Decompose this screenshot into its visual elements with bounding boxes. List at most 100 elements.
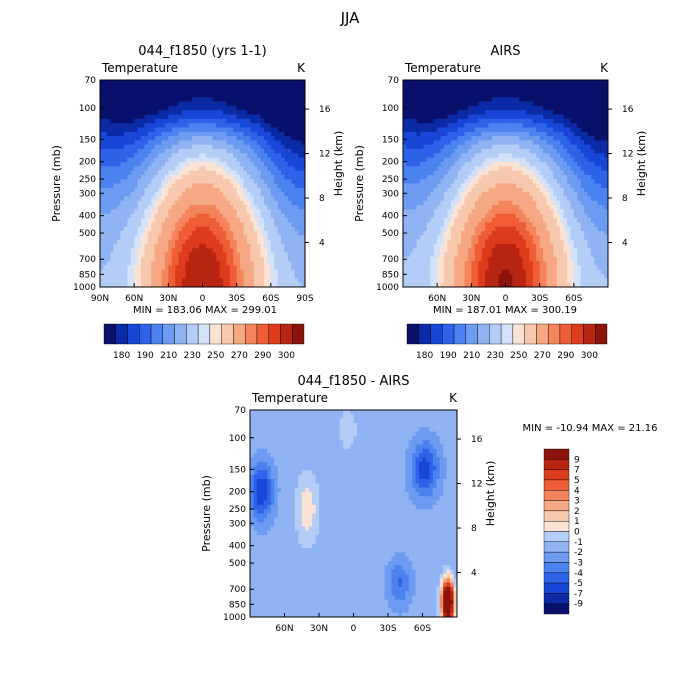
field-cell [202,88,207,94]
field-cell [216,157,220,163]
field-cell [488,153,493,159]
field-cell [515,248,520,253]
field-cell [416,278,421,284]
field-cell [274,261,279,266]
field-cell [154,265,159,271]
field-cell [205,218,210,223]
field-cell [141,84,145,90]
field-cell [229,140,234,146]
field-cell [491,213,496,219]
field-cell [270,213,275,219]
field-cell [164,88,169,94]
field-cell [491,149,496,154]
field-cell [485,174,489,180]
field-cell [505,243,510,249]
field-cell [100,243,104,249]
field-cell [498,157,503,163]
field-cell [212,101,217,107]
field-cell [147,118,152,124]
field-cell [532,131,537,137]
field-cell [284,230,289,236]
field-cell [205,196,210,202]
field-cell [301,205,306,210]
field-cell [182,196,186,202]
field-cell [185,131,190,137]
field-cell [301,248,306,253]
field-cell [188,256,193,262]
field-cell [450,80,455,85]
field-cell [229,269,234,275]
field-cell [478,248,482,253]
field-cell [202,239,207,245]
field-cell [495,248,500,253]
field-cell [491,218,496,223]
field-cell [519,209,523,215]
field-cell [223,153,227,159]
field-cell [250,192,255,197]
field-cell [474,196,479,202]
field-cell [277,170,282,176]
field-cell [212,252,217,258]
field-cell [171,209,176,215]
field-cell [219,218,224,223]
field-cell [151,213,156,219]
field-cell [219,174,224,180]
field-cell [188,101,193,107]
field-cell [457,84,462,90]
field-cell [270,235,275,240]
field-cell [450,131,455,137]
field-cell [539,261,544,266]
field-cell [250,97,255,102]
field-cell [123,161,128,167]
field-cell [144,183,149,189]
field-cell [182,92,186,98]
field-cell [188,105,193,111]
field-cell [260,179,265,184]
field-cell [130,149,135,154]
field-cell [154,205,159,210]
field-cell [158,226,162,232]
field-cell [491,196,496,202]
field-cell [117,269,121,275]
field-cell [440,84,445,90]
field-cell [175,239,179,245]
field-cell [498,226,503,232]
field-cell [185,222,190,228]
field-cell [485,183,489,189]
field-cell [450,230,455,236]
field-cell [301,123,306,128]
field-cell [212,80,217,85]
field-cell [123,114,128,120]
pressure-tick-label: 150 [79,135,96,145]
field-cell [151,209,156,215]
field-cell [226,80,231,85]
field-cell [223,200,227,206]
field-cell [498,161,503,167]
field-cell [175,235,179,240]
field-cell [103,170,108,176]
field-cell [137,239,142,245]
colorbar-box [280,323,293,345]
field-cell [117,118,121,124]
field-cell [495,230,500,236]
field-cell [127,256,132,262]
field-cell [298,179,302,184]
field-cell [117,157,121,163]
field-cell [457,149,462,154]
field-cell [243,252,248,258]
field-cell [253,222,258,228]
field-cell [219,97,224,102]
field-cell [291,97,296,102]
field-cell [457,278,462,284]
field-cell [423,226,428,232]
field-cell [113,140,118,146]
field-cell [478,239,482,245]
field-cell [526,97,530,102]
field-cell [161,140,166,146]
field-cell [508,205,513,210]
field-cell [416,218,421,223]
field-cell [478,101,482,107]
field-cell [426,239,431,245]
field-cell [147,200,152,206]
field-cell [423,140,428,146]
